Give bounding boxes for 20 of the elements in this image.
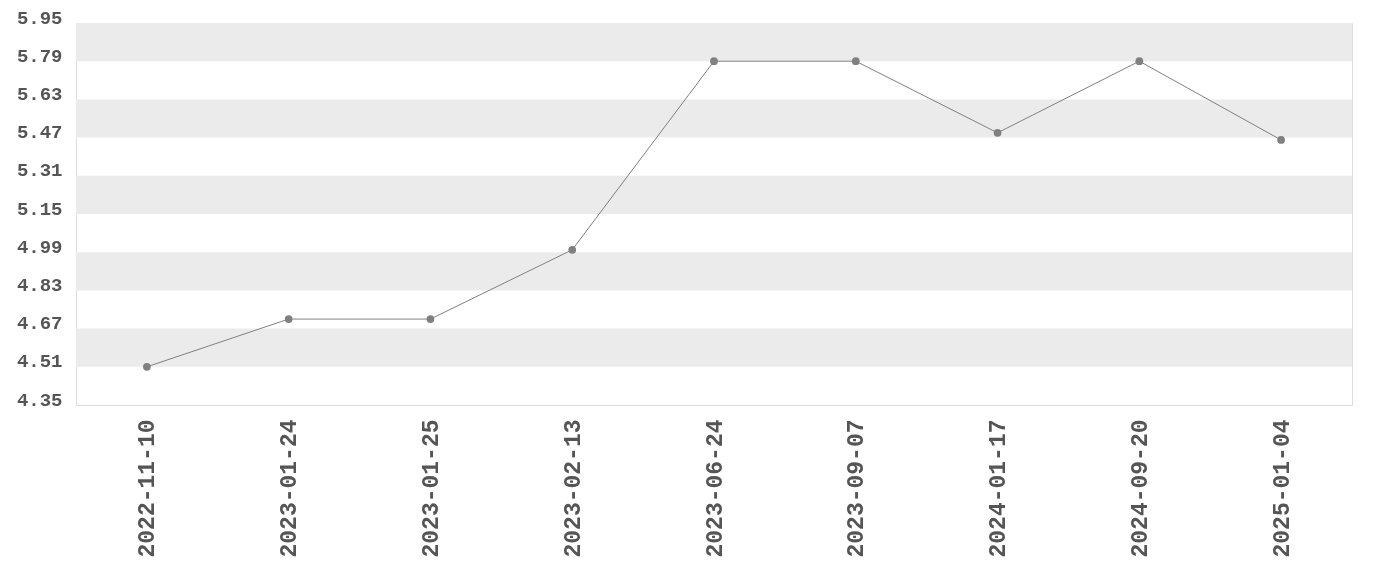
y-tick-label: 4.51 — [16, 351, 63, 374]
y-tick-label: 4.67 — [16, 313, 63, 336]
x-tick-label: 2022-11-10 — [135, 419, 162, 558]
y-tick-label: 5.63 — [16, 83, 63, 106]
x-tick-label: 2024-09-20 — [1127, 419, 1154, 558]
y-tick-label: 5.95 — [16, 7, 63, 30]
x-tick-label: 2023-01-25 — [418, 419, 445, 558]
y-tick-label: 5.31 — [16, 160, 63, 183]
x-tick-label: 2023-09-07 — [844, 419, 871, 558]
y-tick-label: 4.83 — [16, 274, 63, 297]
x-tick-label: 2023-01-24 — [277, 419, 304, 558]
x-tick-label: 2025-01-04 — [1269, 419, 1296, 558]
x-tick-label: 2024-01-17 — [986, 419, 1013, 558]
x-tick-label: 2023-06-24 — [702, 419, 729, 558]
y-tick-label: 5.47 — [16, 122, 63, 145]
y-tick-label: 4.35 — [16, 389, 63, 412]
y-tick-label: 4.99 — [16, 236, 63, 259]
y-tick-label: 5.15 — [16, 198, 63, 221]
y-tick-label: 5.79 — [16, 45, 63, 68]
x-tick-label: 2023-02-13 — [560, 419, 587, 558]
